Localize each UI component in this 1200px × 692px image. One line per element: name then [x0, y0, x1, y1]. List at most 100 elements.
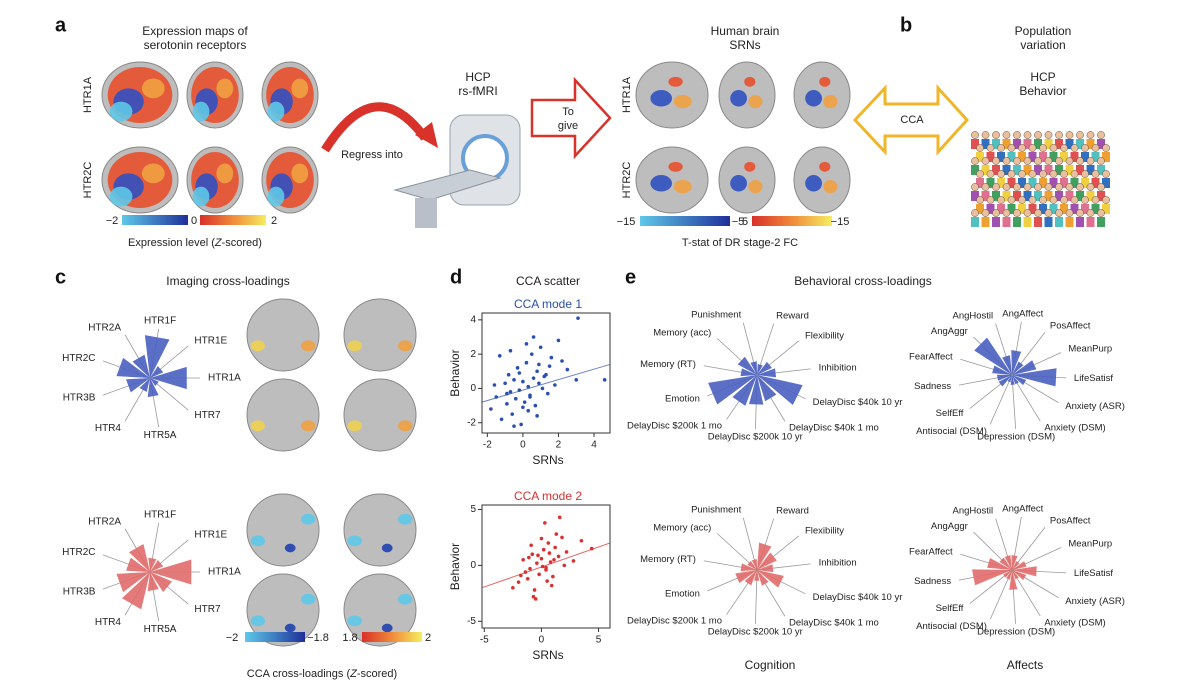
- scatter-point: [543, 521, 547, 525]
- scatter-point: [602, 378, 607, 382]
- label: LifeSatisf: [1074, 568, 1113, 579]
- person-head: [1070, 170, 1079, 178]
- rose-wedge: [1006, 570, 1012, 580]
- brain-blob: [267, 186, 285, 207]
- label: DelayDisc $200k 1 mo: [627, 616, 722, 627]
- label: CCA: [900, 114, 924, 126]
- person-body: [1081, 204, 1089, 214]
- rose-wedge: [757, 375, 777, 402]
- person-head: [1023, 131, 1032, 139]
- person-body: [1065, 165, 1074, 175]
- person-head: [997, 144, 1005, 152]
- label: HTR4: [95, 617, 122, 628]
- rose-wedge: [150, 366, 187, 390]
- scatter-point: [508, 348, 513, 353]
- brain-blob: [250, 340, 265, 352]
- scatter-point: [576, 316, 580, 320]
- rose-wedge: [150, 365, 164, 378]
- rose-wedge: [972, 569, 1012, 586]
- brain-blob: [347, 535, 362, 547]
- rose-wedge: [1007, 375, 1012, 383]
- person-body: [1081, 152, 1089, 162]
- label: 0: [520, 440, 526, 451]
- brain: [718, 61, 776, 129]
- rose-wedge: [757, 552, 777, 570]
- person-head: [1044, 209, 1053, 217]
- person-head: [1007, 170, 1016, 178]
- label: To: [562, 106, 574, 118]
- brain-blob: [823, 95, 838, 109]
- person-head: [1039, 196, 1047, 204]
- label: 2: [470, 349, 476, 360]
- person-head: [1097, 131, 1105, 139]
- label: DelayDisc $40k 10 yr: [813, 397, 903, 408]
- brain-blob: [301, 513, 316, 525]
- scatter-point: [533, 403, 538, 408]
- scatter-point: [499, 417, 504, 422]
- rose-wedge: [757, 361, 772, 375]
- person-body: [1055, 217, 1063, 227]
- scatter-point: [505, 402, 509, 406]
- label: AngAffect: [1002, 308, 1043, 319]
- arrow-head: [415, 122, 438, 148]
- label: Behavioral cross-loadings: [794, 274, 931, 288]
- person-head: [1044, 157, 1053, 165]
- label: b: [900, 14, 912, 36]
- person-head: [1028, 144, 1037, 152]
- person-body: [1044, 217, 1053, 227]
- person-head: [981, 157, 990, 165]
- person-body: [997, 204, 1005, 214]
- rose-wedge: [129, 543, 150, 572]
- title-part: Z: [349, 668, 358, 680]
- label: 0: [470, 383, 476, 394]
- brain: [343, 573, 417, 647]
- person-body: [986, 204, 995, 214]
- rose-wedge: [732, 375, 757, 406]
- person-body: [1039, 152, 1047, 162]
- label: Regress into: [341, 149, 403, 161]
- person-body: [1002, 139, 1011, 149]
- scatter-point: [530, 552, 535, 556]
- label: 0: [191, 215, 197, 227]
- scatter-point: [529, 352, 534, 356]
- scatter-point: [531, 594, 536, 599]
- scatter-point: [528, 566, 532, 571]
- rose-wedge: [1012, 375, 1027, 386]
- rose-wedge: [116, 572, 150, 593]
- label: Memory (RT): [640, 554, 696, 565]
- person-body: [1055, 165, 1063, 175]
- scatter-point: [539, 536, 544, 541]
- label: T-stat of DR stage-2 FC: [682, 237, 798, 249]
- person-body: [986, 178, 995, 188]
- scatter-point: [528, 395, 532, 399]
- regress-arrow: [321, 102, 429, 153]
- rose-wedge: [150, 378, 159, 387]
- brain-blob: [347, 420, 362, 432]
- brain-blob: [673, 180, 692, 194]
- rose-wedge: [1012, 360, 1037, 375]
- scatter-point: [497, 354, 502, 358]
- person-body: [981, 217, 990, 227]
- label: Memory (acc): [653, 523, 711, 534]
- rose-wedge: [126, 378, 150, 393]
- person-body: [1049, 204, 1058, 214]
- brain-blob: [819, 76, 831, 87]
- person-head: [1097, 209, 1105, 217]
- person-head: [997, 170, 1005, 178]
- label: variation: [1020, 38, 1065, 52]
- scatter-point: [537, 362, 541, 367]
- label: 5: [742, 216, 748, 228]
- person-head: [971, 209, 979, 217]
- label: PosAffect: [1050, 515, 1091, 526]
- rose-wedge: [1012, 375, 1019, 385]
- rose-wedge: [757, 364, 763, 375]
- brain-blob: [805, 175, 822, 192]
- scatter-point: [556, 554, 561, 559]
- label: Punishment: [691, 310, 742, 321]
- label: serotonin receptors: [144, 38, 247, 52]
- label: −2: [106, 215, 119, 227]
- person-head: [1018, 144, 1026, 152]
- brain-blob: [805, 90, 822, 107]
- label: Emotion: [665, 589, 700, 600]
- scatter-point: [554, 532, 559, 536]
